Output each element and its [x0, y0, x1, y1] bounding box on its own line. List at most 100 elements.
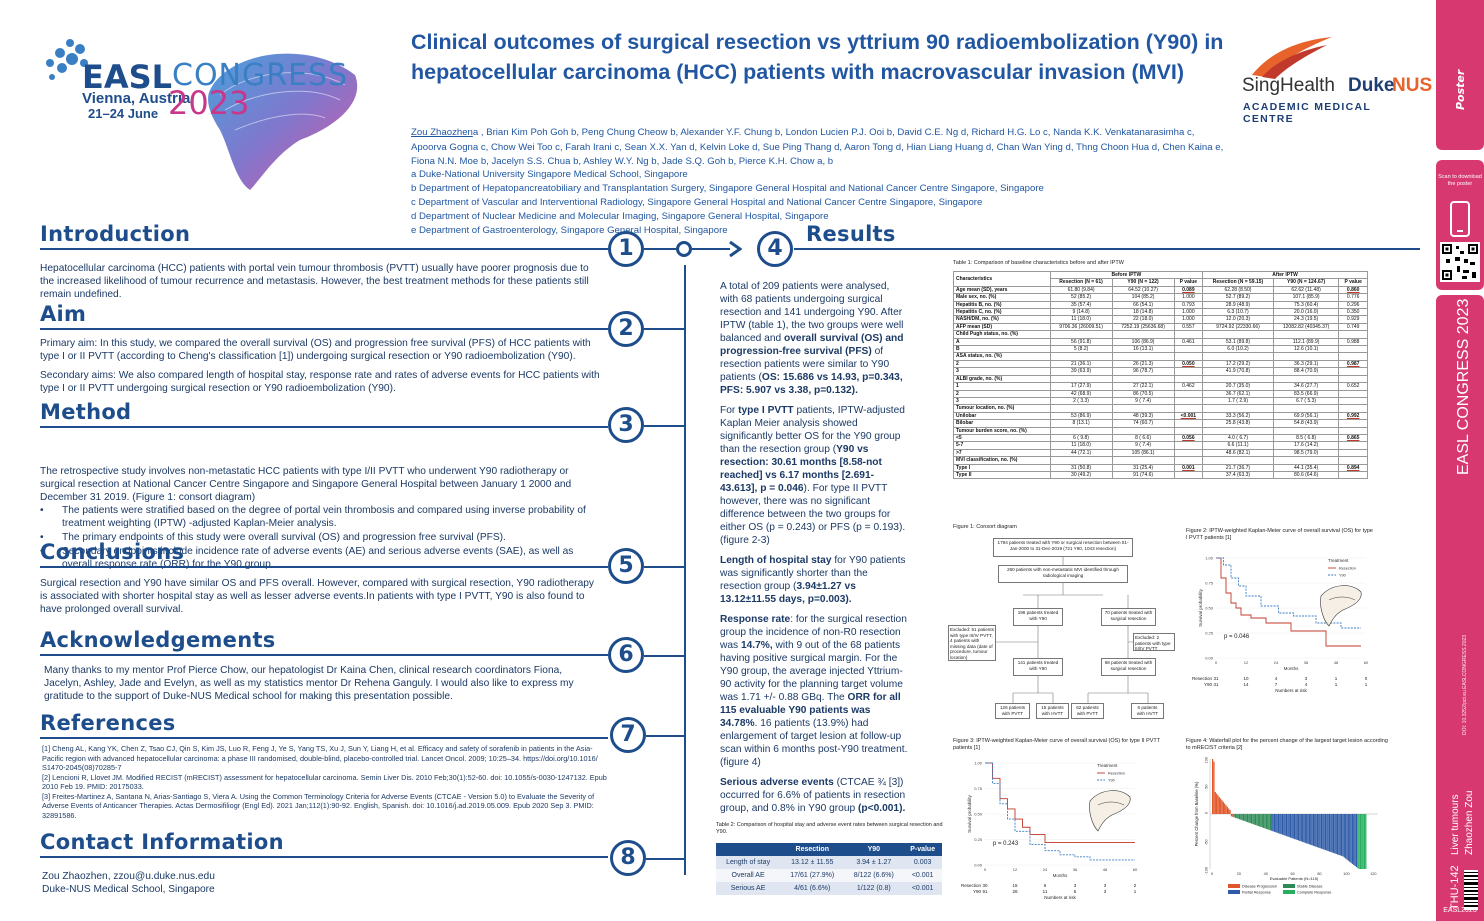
affiliation-c: c Department of Vascular and Interventio… [411, 197, 983, 208]
table2-caption: Table 2: Comparison of hospital stay and… [716, 822, 943, 835]
waterfall-bar [1250, 814, 1253, 824]
sidebar-info: EASL CONGRESS 2023 DOI: 10.3252/pct.eu.E… [1436, 295, 1484, 921]
waterfall-bar [1314, 814, 1316, 847]
table1-row: 5-7 11 (18.0) 9 ( 7.4) 6.6 (11.1) 17.6 (14.2… [953, 441, 1368, 450]
x-tick-label: 20 [1237, 872, 1241, 876]
waterfall-bar [1361, 814, 1363, 869]
y-tick-label: 1.00 [974, 761, 983, 766]
waterfall-bar [1241, 814, 1243, 821]
poster-title: Clinical outcomes of surgical resection … [411, 27, 1241, 87]
x-tick-label: 48 [1334, 660, 1339, 665]
risk-value: 3 [1074, 883, 1077, 888]
results-title: Results [806, 222, 896, 246]
x-tick-label: 80 [1317, 872, 1321, 876]
risk-label: Y90 [1204, 682, 1213, 687]
waterfall-bar [1353, 814, 1355, 865]
liver-graphic [208, 53, 358, 191]
x-tick-label: 120 [1370, 872, 1376, 876]
waterfall-bar [1358, 814, 1360, 869]
waterfall-bar [1249, 814, 1251, 824]
method-bullet: The patients were stratified based on th… [40, 504, 600, 530]
method-intro: The retrospective study involves non-met… [40, 466, 572, 503]
consort-box: 62 patients with PVTT [1071, 703, 1104, 719]
contact-title: Contact Information [40, 830, 284, 854]
x-tick-label: 0 [984, 867, 987, 872]
waterfall-bar [1292, 814, 1294, 839]
authors-line-2: Apoorva Gogna c, Chow Wei Too c, Farah I… [411, 141, 1224, 153]
waterfall-bar [1284, 814, 1286, 836]
x-tick-label: 48 [1103, 867, 1108, 872]
affiliation-a: a Duke-National University Singapore Med… [411, 169, 688, 180]
waterfall-bar [1310, 814, 1312, 845]
waterfall-bar [1345, 814, 1347, 859]
waterfall-bar [1268, 814, 1270, 830]
legend-label: Y90 [1108, 779, 1115, 783]
waterfall-bar [1308, 814, 1310, 845]
y-axis-label: Survival probability [1198, 588, 1203, 627]
waterfall-bar [1300, 814, 1302, 842]
waterfall-bar [1218, 796, 1220, 814]
aim-secondary: Secondary aims: We also compared length … [40, 370, 600, 394]
x-tick-label: 0 [1211, 872, 1213, 876]
waterfall-bar [1339, 814, 1341, 856]
singhealth-text: SingHealth [1242, 75, 1335, 96]
risk-label: Resection [961, 883, 982, 888]
consort-box: 141 patients treated with Y90 [1013, 658, 1063, 676]
legend-swatch [1283, 884, 1295, 888]
waterfall-bar [1212, 759, 1214, 814]
table1-row: 2 42 (68.9) 86 (70.5) 36.7 (62.1) 83.5 (66.9… [953, 389, 1368, 398]
table1-row: AFP mean (SD) 9706.36 (26009.51) 7252.19 (… [953, 322, 1368, 332]
table1-row: Bilobar 8 (13.1) 74 (60.7) 25.8 (43.8) 54.8 … [953, 419, 1368, 428]
qr-code-icon[interactable] [1440, 242, 1480, 282]
waterfall-bar [1220, 798, 1222, 814]
waterfall-bar [1234, 814, 1237, 818]
x-tick-label: 40 [1264, 872, 1268, 876]
risk-value: 1 [1335, 676, 1338, 681]
x-tick-label: 36 [1304, 660, 1309, 665]
section-number-6: 6 [608, 637, 644, 673]
consort-box: 70 patients treated with surgical resect… [1101, 608, 1156, 626]
waterfall-bar [1330, 814, 1332, 853]
waterfall-bar [1240, 814, 1242, 820]
waterfall-bar [1351, 814, 1353, 864]
legend-label: Resection [1339, 567, 1356, 571]
qr-panel[interactable]: Scan to download the poster [1436, 160, 1484, 290]
waterfall-bar [1354, 814, 1356, 867]
method-bullet: Secondary endpoints include incidence ra… [40, 545, 600, 571]
duke-text: Duke [1348, 75, 1395, 96]
acknowledgements-text: Many thanks to my mentor Prof Pierce Cho… [44, 665, 574, 702]
waterfall-chart: 100 50 0 -50 -100 Percent Change from Baselin… [1194, 757, 1378, 895]
table1-row: Child Pugh status, no. (%) [953, 330, 1368, 339]
fig2-caption: Figure 2: IPTW-weighted Kaplan-Meier cur… [1186, 528, 1373, 541]
x-axis-label: Months [1284, 666, 1300, 671]
contact-text: Zou Zhaozhen, zzou@u.duke.nus.edu Duke-N… [42, 870, 442, 896]
waterfall-bar [1323, 814, 1325, 850]
barcode-icon [1464, 870, 1478, 910]
waterfall-bar [1338, 814, 1340, 855]
y-tick-label: 100 [1205, 757, 1209, 763]
method-text: The retrospective study involves non-met… [40, 465, 600, 572]
waterfall-bar [1267, 814, 1269, 830]
legend-label: Disease Progression [1242, 885, 1277, 889]
table1-row: <5 6 ( 9.8) 8 ( 6.6) 0.056 4.0 ( 6.7) 8.5 ( 6… [953, 433, 1368, 443]
conclusions-text: Surgical resection and Y90 have similar … [40, 578, 594, 615]
affiliations: a Duke-National University Singapore Med… [411, 168, 1411, 238]
x-axis-label: Evaluable Patients (N=115) [1270, 876, 1319, 881]
conclusions-title: Conclusions [40, 540, 185, 564]
consort-box: 196 patients treated with Y90 [1013, 608, 1063, 626]
poster-button[interactable]: Poster [1436, 0, 1484, 150]
risk-value: 10 [1243, 676, 1249, 681]
waterfall-bar [1221, 800, 1223, 814]
table1-row: 3 39 (63.9) 96 (78.7) 41.9 (70.8) 88.4 (70.9… [953, 367, 1368, 376]
waterfall-bar [1253, 814, 1255, 825]
table1-row: A 56 (91.8) 106 (86.9) 0.461 53.1 (89.8) 112.… [953, 337, 1368, 347]
consort-box: 15 patients with HVTT [1036, 703, 1069, 719]
waterfall-bar [1269, 814, 1272, 831]
fig4-caption: Figure 4: Waterfall plot for the percent… [1186, 738, 1388, 751]
fig1-caption: Figure 1: Consort diagram [953, 524, 1017, 530]
waterfall-bar [1335, 814, 1337, 854]
arrow-right-icon [729, 240, 742, 258]
consort-box: 6 patients with HVTT [1131, 703, 1164, 719]
section-number-2: 2 [608, 311, 644, 347]
risk-value: 6 [1044, 883, 1047, 888]
